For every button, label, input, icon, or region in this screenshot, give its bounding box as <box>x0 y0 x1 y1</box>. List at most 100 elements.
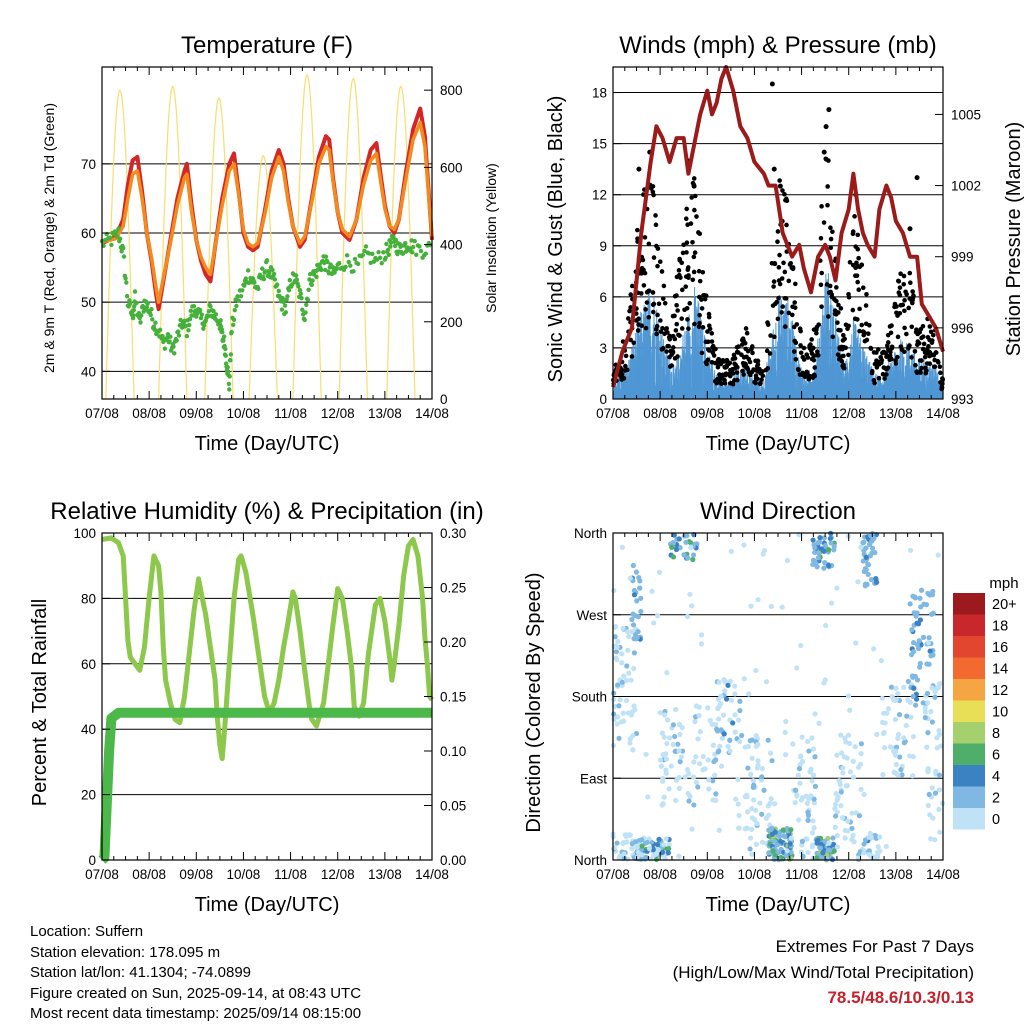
dewpoint-point <box>302 317 307 323</box>
direction-point <box>631 587 637 594</box>
direction-point <box>616 703 622 709</box>
direction-point <box>623 677 630 683</box>
y-tick-label: 100 <box>73 526 96 541</box>
gust-point <box>828 236 834 242</box>
direction-point <box>719 735 725 741</box>
gust-point <box>913 329 919 335</box>
gust-point <box>905 346 911 351</box>
gust-point <box>692 250 698 255</box>
dewpoint-point <box>240 288 245 293</box>
direction-point <box>816 550 822 556</box>
chart-title: Relative Humidity (%) & Precipitation (i… <box>50 498 483 525</box>
gust-point <box>828 245 834 251</box>
gust-point <box>655 246 661 251</box>
direction-point <box>676 774 682 781</box>
dewpoint-point <box>160 333 165 339</box>
dewpoint-point <box>392 243 398 249</box>
gust-point <box>709 331 715 336</box>
direction-point <box>826 840 832 846</box>
x-tick-label: 10/08 <box>738 867 772 882</box>
dewpoint-point <box>276 288 281 294</box>
colorbar-swatch <box>953 636 985 658</box>
direction-point <box>736 717 742 723</box>
direction-point <box>930 652 936 658</box>
gust-point <box>709 339 715 344</box>
direction-point <box>745 765 751 771</box>
direction-point <box>763 679 770 685</box>
direction-point <box>792 800 798 806</box>
direction-point <box>713 791 719 797</box>
gust-point <box>935 358 941 364</box>
direction-point <box>753 667 759 674</box>
direction-point <box>808 766 814 772</box>
direction-point <box>722 688 728 694</box>
dewpoint-point <box>168 334 173 339</box>
gust-point <box>674 321 680 327</box>
dewpoint-point <box>109 242 114 248</box>
y2-axis-label: Station Pressure (Maroon) <box>1003 122 1024 357</box>
gust-point <box>914 369 919 375</box>
colorbar-label: 2 <box>992 791 1000 807</box>
dewpoint-point <box>287 277 292 283</box>
gust-point <box>731 352 737 358</box>
direction-point <box>732 729 738 735</box>
gust-point <box>670 345 676 350</box>
direction-point <box>625 710 631 716</box>
dewpoint-point <box>242 283 247 288</box>
direction-point <box>659 849 666 855</box>
direction-point <box>840 765 846 771</box>
direction-point <box>627 740 633 746</box>
direction-point <box>820 850 826 856</box>
direction-point <box>732 712 738 718</box>
gust-point <box>771 284 776 289</box>
colorbar-label: 0 <box>992 812 1000 828</box>
gust-point <box>898 271 903 277</box>
direction-point <box>639 843 645 849</box>
direction-point <box>932 837 938 843</box>
dewpoint-point <box>334 266 340 271</box>
direction-point <box>691 802 697 808</box>
gust-point <box>881 349 887 355</box>
direction-point <box>614 644 620 650</box>
y2-tick-label: 993 <box>951 392 974 407</box>
dewpoint-point <box>337 260 342 266</box>
direction-point <box>871 646 877 652</box>
dewpoint-point <box>282 303 288 308</box>
x-tick-label: 12/08 <box>832 406 866 421</box>
dewpoint-point <box>305 297 311 302</box>
direction-point <box>695 736 701 742</box>
x-tick-label: 07/08 <box>596 406 630 421</box>
direction-point <box>710 742 716 748</box>
gust-point <box>639 271 644 276</box>
direction-point <box>918 587 925 593</box>
dewpoint-point <box>343 264 348 270</box>
direction-point <box>781 833 787 839</box>
direction-point <box>768 750 774 756</box>
gust-point <box>746 369 752 375</box>
gust-point <box>775 239 780 245</box>
dewpoint-point <box>263 269 268 274</box>
dewpoint-point <box>310 278 315 283</box>
direction-point <box>684 533 690 539</box>
direction-point <box>845 732 852 738</box>
direction-point <box>878 657 884 664</box>
direction-point <box>863 554 869 560</box>
gust-point <box>670 333 676 339</box>
direction-point <box>728 697 735 704</box>
direction-point <box>838 732 844 738</box>
y-axis-label: 2m & 9m T (Red, Orange) & 2m Td (Green) <box>41 103 57 373</box>
direction-point <box>838 803 844 809</box>
gust-point <box>716 357 721 362</box>
direction-point <box>830 835 836 841</box>
gust-point <box>808 374 814 379</box>
gust-point <box>784 222 789 228</box>
dewpoint-point <box>220 329 225 335</box>
gust-point <box>691 269 697 275</box>
dewpoint-point <box>221 338 226 343</box>
gust-point <box>856 287 862 292</box>
direction-point <box>784 557 791 564</box>
direction-point <box>834 833 840 839</box>
gust-point <box>706 348 712 353</box>
direction-point <box>732 691 738 697</box>
gust-point <box>776 278 782 283</box>
